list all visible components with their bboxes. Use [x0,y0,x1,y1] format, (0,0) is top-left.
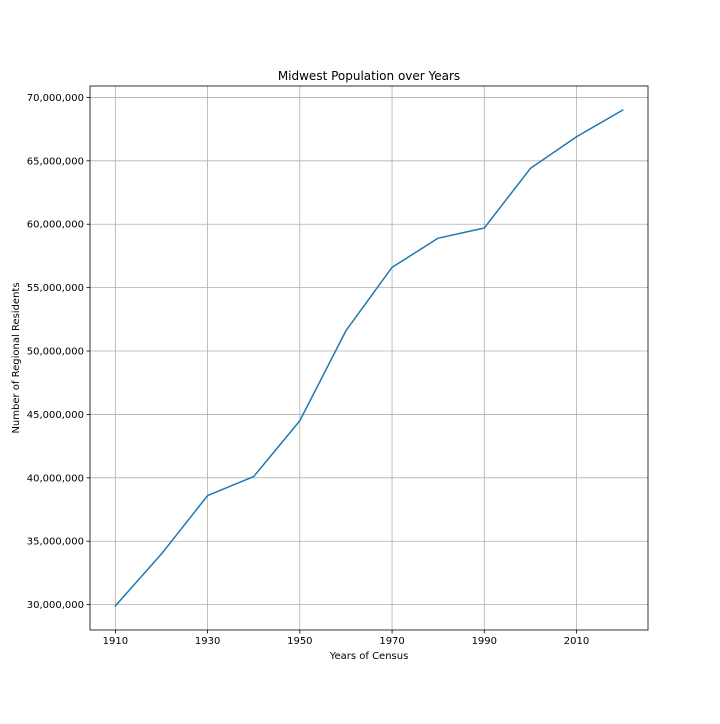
x-tick-label: 1930 [195,636,220,647]
y-tick-label: 70,000,000 [27,93,84,104]
y-tick-label: 30,000,000 [27,600,84,611]
y-tick-label: 40,000,000 [27,473,84,484]
series-layer [114,109,624,607]
y-tick-label: 50,000,000 [27,347,84,358]
y-tick-label: 65,000,000 [27,156,84,167]
x-tick-label: 2010 [564,636,589,647]
x-axis-ticks: 1910 1930 1950 1970 1990 2010 [103,630,589,647]
chart-title: Midwest Population over Years [278,69,460,83]
y-tick-label: 55,000,000 [27,283,84,294]
x-tick-label: 1970 [379,636,404,647]
x-axis-title: Years of Census [329,651,409,662]
grid-lines [90,86,648,630]
y-axis-title: Number of Regional Residents [11,282,22,433]
y-tick-label: 60,000,000 [27,220,84,231]
x-tick-label: 1910 [103,636,128,647]
y-axis-ticks: 30,000,000 35,000,000 40,000,000 45,000,000… [27,93,90,611]
series-line [114,109,624,607]
x-tick-label: 1990 [472,636,497,647]
y-tick-label: 35,000,000 [27,537,84,548]
plot-frame [89,85,649,631]
x-tick-label: 1950 [287,636,312,647]
y-tick-label: 45,000,000 [27,410,84,421]
